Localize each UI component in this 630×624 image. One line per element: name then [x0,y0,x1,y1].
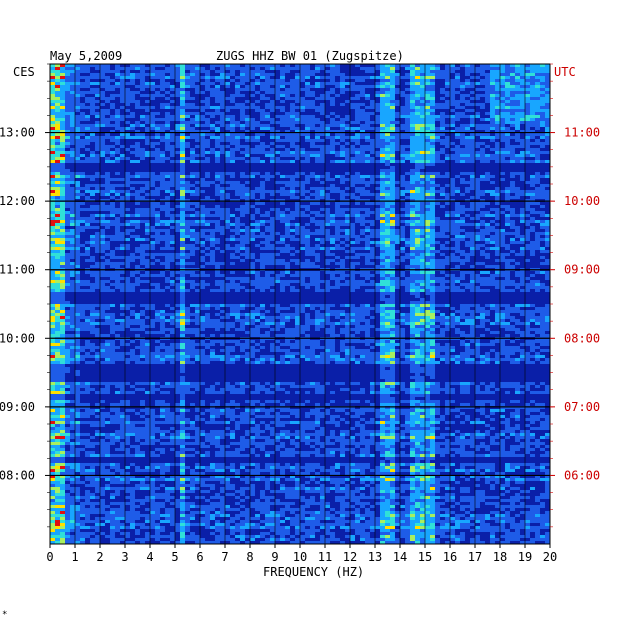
x-tick-label: 7 [221,550,228,564]
x-tick-label: 14 [393,550,407,564]
x-tick-label: 1 [71,550,78,564]
right-time-label: 06:00 [564,468,600,482]
x-tick-label: 8 [246,550,253,564]
right-time-label: 11:00 [564,126,600,140]
right-time-ticks: 11:00 10:00 09:00 08:00 07:00 06:00 [550,63,600,528]
x-tick-label: 19 [518,550,532,564]
x-tick-label: 3 [121,550,128,564]
x-tick-label: 10 [293,550,307,564]
x-tick-label: 11 [318,550,332,564]
chart-station: ZUGS HHZ BW 01 (Zugspitze) [216,49,404,63]
left-time-label: 10:00 [0,331,35,345]
x-tick-label: 17 [468,550,482,564]
x-tick-label: 13 [368,550,382,564]
footer-mark: * [2,610,7,620]
x-tick-label: 15 [418,550,432,564]
x-tick-label: 4 [146,550,153,564]
x-tick-label: 18 [493,550,507,564]
x-tick-label: 9 [271,550,278,564]
x-tick-label: 12 [343,550,357,564]
x-tick-label: 20 [543,550,557,564]
right-time-label: 07:00 [564,400,600,414]
left-time-label: 12:00 [0,194,35,208]
chart-date: May 5,2009 [50,49,122,63]
left-time-ticks: 13:00 12:00 11:00 10:00 09:00 08:00 [0,63,50,528]
x-tick-label: 5 [171,550,178,564]
x-axis-label: FREQUENCY (HZ) [263,565,364,579]
left-time-label: 09:00 [0,400,35,414]
left-time-label: 08:00 [0,468,35,482]
right-time-label: 10:00 [564,194,600,208]
x-tick-label: 6 [196,550,203,564]
right-axis-label: UTC [554,65,576,79]
x-axis-ticks: 0 1 2 3 4 5 6 7 8 9 10 11 12 13 14 15 16 17 18 19 20 [46,544,557,564]
right-time-label: 09:00 [564,263,600,277]
right-time-label: 08:00 [564,331,600,345]
grid-lines [50,64,550,544]
x-tick-label: 0 [46,550,53,564]
left-time-label: 13:00 [0,126,35,140]
x-tick-label: 16 [443,550,457,564]
left-time-label: 11:00 [0,263,35,277]
x-tick-label: 2 [96,550,103,564]
left-axis-label: CES [13,65,35,79]
spectrogram-texture [50,64,550,544]
